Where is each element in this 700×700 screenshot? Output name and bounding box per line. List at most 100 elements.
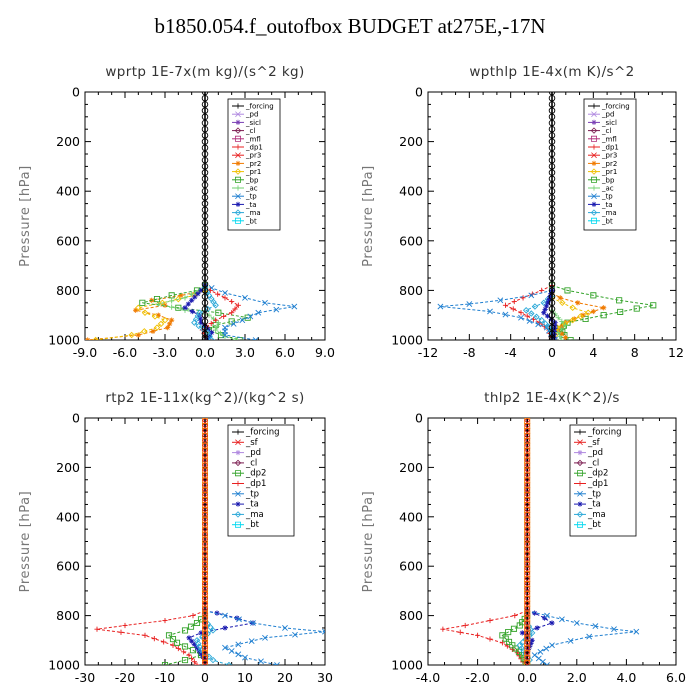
legend-marker bbox=[576, 511, 584, 518]
data-point-forcing bbox=[548, 138, 556, 145]
data-point-tp bbox=[248, 638, 255, 645]
data-point-forcing bbox=[201, 231, 209, 238]
legend-label: _bt bbox=[587, 520, 602, 530]
data-point-bp bbox=[564, 287, 571, 294]
legend-marker bbox=[235, 450, 241, 456]
data-point-dp1 bbox=[510, 306, 516, 312]
data-point-forcing bbox=[201, 175, 209, 183]
chart-title: rtp2 1E-11x(kg^2)/(kg^2 s) bbox=[105, 390, 304, 406]
data-point-tp bbox=[222, 644, 228, 651]
data-point-ta bbox=[197, 316, 203, 322]
data-point-ta bbox=[545, 300, 551, 306]
data-point-tp bbox=[228, 648, 235, 654]
legend-label: _pr3 bbox=[245, 152, 261, 160]
data-point-forcing bbox=[201, 194, 209, 201]
data-point-tp bbox=[262, 299, 268, 306]
data-point-tp bbox=[258, 658, 264, 665]
legend-label: _mfl bbox=[245, 135, 261, 143]
data-point-bp bbox=[633, 305, 640, 312]
legend-label: _cl bbox=[245, 458, 257, 468]
chart-panel-1: wprtp 1E-7x(m kg)/(s^2 kg) Pressure [hPa]… bbox=[18, 64, 335, 360]
data-point-pr1 bbox=[569, 304, 576, 311]
data-point-dp1 bbox=[487, 617, 493, 624]
x-tick-label: -4.0 bbox=[416, 670, 440, 685]
data-area bbox=[85, 92, 298, 340]
data-point-tp bbox=[282, 625, 288, 631]
data-point-dp1 bbox=[194, 662, 200, 665]
data-point-tp bbox=[437, 303, 444, 310]
x-tick-label: 0.0 bbox=[517, 670, 537, 685]
x-tick-label: 4 bbox=[589, 345, 597, 360]
data-point-tp bbox=[535, 321, 542, 328]
x-tick-label: -20 bbox=[115, 670, 135, 685]
data-point-forcing bbox=[201, 280, 209, 288]
data-point-dp2 bbox=[161, 661, 169, 665]
data-point-forcing bbox=[201, 274, 209, 282]
data-point-ta bbox=[209, 329, 215, 336]
data-point-pr2 bbox=[590, 308, 596, 315]
data-point-forcing bbox=[548, 212, 556, 220]
data-point-sf bbox=[524, 418, 531, 421]
data-point-pr1 bbox=[157, 320, 165, 328]
data-point-tp bbox=[222, 612, 228, 619]
legend-label: _pd bbox=[245, 111, 258, 119]
data-point-dp1 bbox=[215, 291, 221, 297]
data-point-bp bbox=[582, 315, 589, 322]
legend-label: _ac bbox=[601, 185, 614, 193]
data-point-forcing bbox=[548, 318, 556, 325]
y-axis-label: Pressure [hPa] bbox=[361, 165, 376, 267]
legend-marker bbox=[235, 152, 241, 159]
data-point-forcing bbox=[201, 324, 209, 331]
data-point-forcing bbox=[201, 262, 209, 269]
data-point-ta bbox=[549, 620, 555, 626]
data-point-forcing bbox=[548, 249, 556, 257]
data-point-dp2 bbox=[509, 642, 516, 649]
data-point-pr2 bbox=[150, 328, 156, 334]
data-point-forcing bbox=[548, 206, 556, 214]
data-point-forcing bbox=[548, 125, 556, 133]
data-point-bp bbox=[175, 304, 182, 311]
y-tick-label: 400 bbox=[399, 509, 423, 524]
x-tick-label: 4.0 bbox=[616, 670, 636, 685]
data-point-ta bbox=[546, 297, 552, 303]
data-point-ta bbox=[551, 328, 558, 335]
data-point-ta bbox=[519, 630, 525, 636]
data-point-forcing bbox=[201, 138, 209, 145]
data-point-tp bbox=[222, 289, 228, 296]
data-point-bp bbox=[567, 336, 574, 340]
data-point-dp1 bbox=[229, 310, 235, 316]
data-point-forcing bbox=[548, 113, 556, 121]
y-tick-label: 400 bbox=[56, 184, 80, 199]
data-point-sf bbox=[202, 662, 208, 665]
data-point-dp1 bbox=[151, 636, 157, 642]
data-point-forcing bbox=[201, 237, 209, 245]
legend-marker bbox=[235, 111, 241, 118]
data-point-forcing bbox=[548, 101, 556, 108]
data-point-pr1 bbox=[161, 316, 169, 324]
data-point-ac bbox=[169, 298, 175, 304]
data-point-dp1 bbox=[499, 640, 505, 646]
data-point-forcing bbox=[548, 156, 556, 164]
data-point-forcing bbox=[548, 181, 556, 189]
x-tick-label: 2.0 bbox=[567, 670, 587, 685]
data-point-forcing bbox=[548, 231, 556, 238]
data-point-ta bbox=[186, 635, 192, 641]
data-point-pr1 bbox=[128, 331, 135, 339]
legend-marker bbox=[590, 127, 598, 134]
data-point-forcing bbox=[201, 200, 209, 207]
legend-label: _bp bbox=[245, 176, 259, 184]
x-tick-label: -3.0 bbox=[153, 345, 177, 360]
data-point-dp1 bbox=[118, 629, 124, 635]
legend-label: _ta bbox=[245, 201, 257, 209]
data-point-dp2 bbox=[505, 638, 513, 645]
data-point-forcing bbox=[548, 305, 556, 313]
series-line-pr1 bbox=[551, 297, 590, 336]
data-point-tp bbox=[273, 306, 280, 313]
data-point-dp1 bbox=[511, 298, 517, 305]
data-point-ma bbox=[191, 319, 198, 326]
legend-label: _pd bbox=[587, 448, 603, 458]
data-point-ta bbox=[529, 637, 535, 643]
data-point-forcing bbox=[201, 94, 209, 102]
data-point-pr2 bbox=[575, 300, 581, 306]
data-point-forcing bbox=[524, 418, 530, 421]
